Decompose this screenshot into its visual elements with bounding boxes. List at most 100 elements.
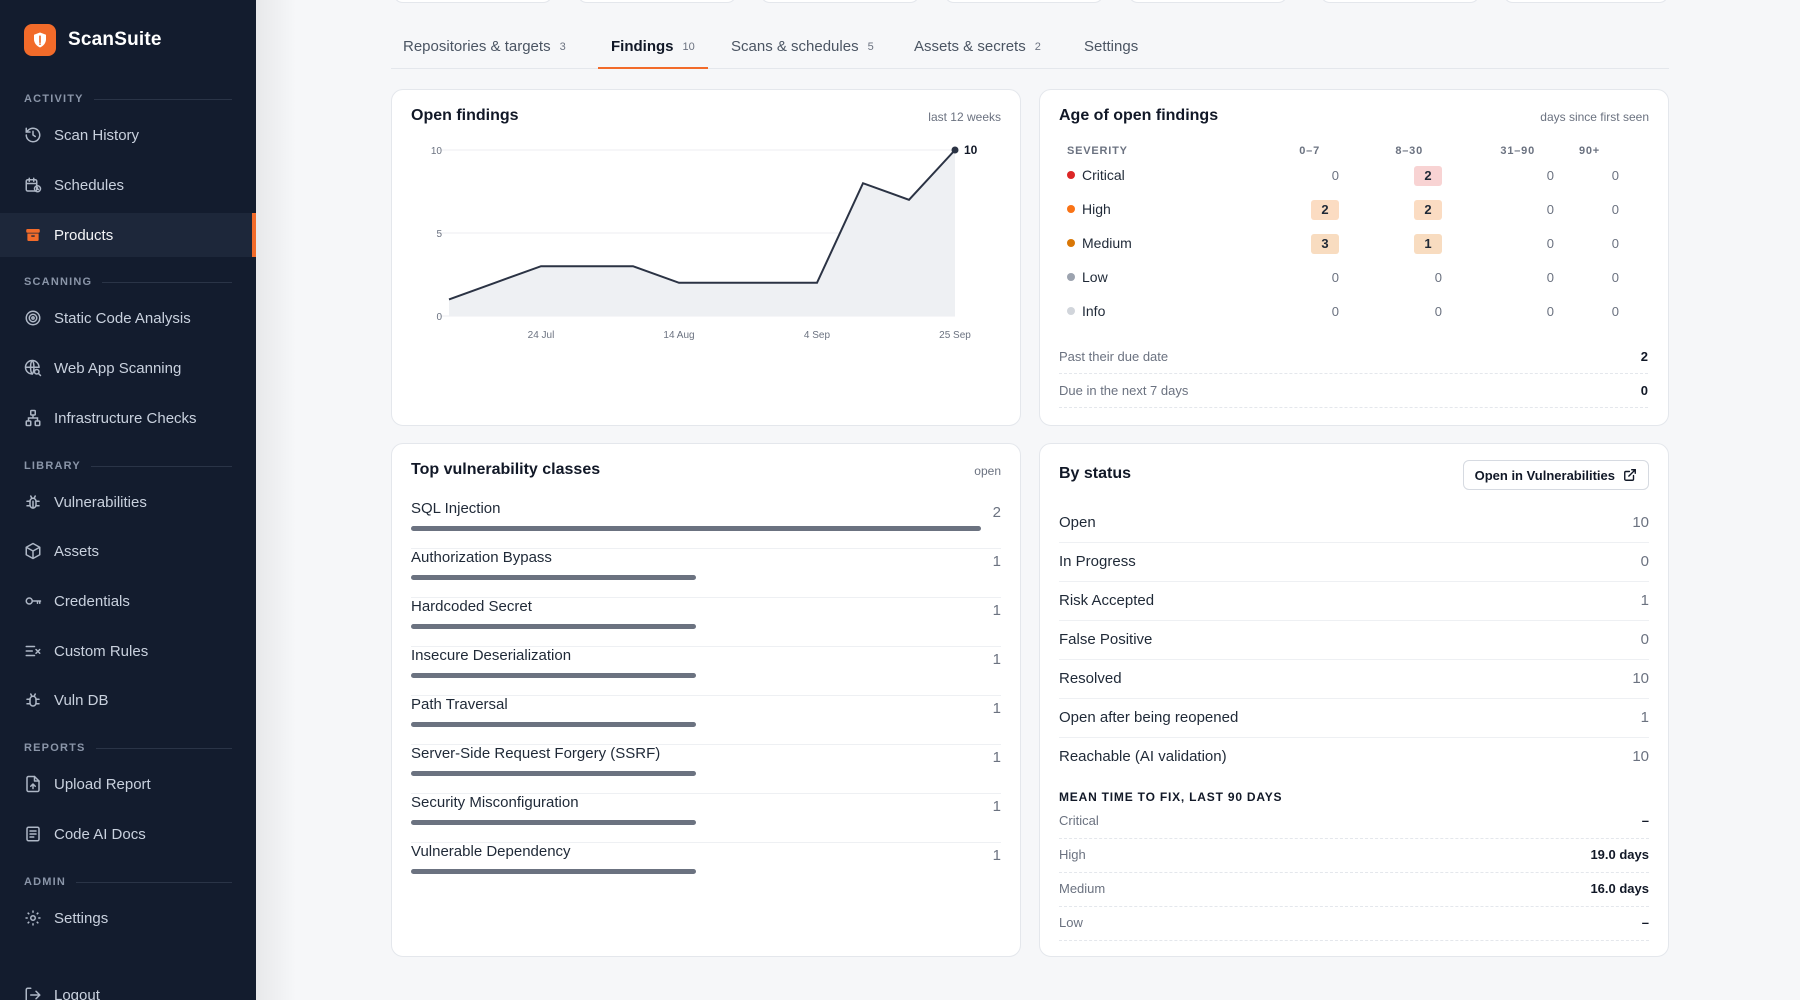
age-cell[interactable]: 0 xyxy=(1331,304,1339,319)
vuln-class-name: Insecure Deserialization xyxy=(411,647,572,664)
vuln-class-row[interactable]: Server-Side Request Forgery (SSRF) 1 xyxy=(411,745,1001,794)
sidebar-item-code-ai-docs[interactable]: Code AI Docs xyxy=(0,812,256,856)
age-cell[interactable]: 2 xyxy=(1414,200,1442,220)
vuln-class-row[interactable]: Path Traversal 1 xyxy=(411,696,1001,745)
status-row[interactable]: Open after being reopened 1 xyxy=(1059,699,1649,738)
sidebar-item-label: Infrastructure Checks xyxy=(54,409,197,427)
status-row[interactable]: Risk Accepted 1 xyxy=(1059,582,1649,621)
section-label-scanning: SCANNING xyxy=(24,276,232,288)
age-cell[interactable]: 0 xyxy=(1546,202,1554,217)
age-cell[interactable]: 0 xyxy=(1611,270,1619,285)
age-cell[interactable]: 0 xyxy=(1546,304,1554,319)
age-cell[interactable]: 3 xyxy=(1311,234,1339,254)
row-value: 2 xyxy=(1640,349,1648,364)
open-findings-chart: 0 5 10 24 Jul 14 Aug 4 Sep 25 Sep 10 xyxy=(431,143,978,341)
age-cell[interactable]: 0 xyxy=(1611,236,1619,251)
sidebar-item-upload-report[interactable]: Upload Report xyxy=(0,762,256,806)
age-row-medium: Medium 3 1 0 0 xyxy=(1059,228,1648,258)
summary-card[interactable] xyxy=(1128,0,1288,3)
age-row-info: Info 0 0 0 0 xyxy=(1059,296,1648,326)
sidebar-item-assets[interactable]: Assets xyxy=(0,529,256,573)
sidebar-item-infrastructure-checks[interactable]: Infrastructure Checks xyxy=(0,396,256,440)
summary-card[interactable] xyxy=(944,0,1104,3)
sidebar-item-label: Logout xyxy=(54,986,100,1000)
status-row[interactable]: False Positive 0 xyxy=(1059,621,1649,660)
sidebar-item-custom-rules[interactable]: Custom Rules xyxy=(0,629,256,673)
vuln-class-bar xyxy=(411,722,696,727)
age-cell[interactable]: 0 xyxy=(1331,168,1339,183)
vuln-class-row[interactable]: SQL Injection 2 xyxy=(411,500,1001,549)
summary-card[interactable] xyxy=(577,0,737,3)
age-cell[interactable]: 0 xyxy=(1546,168,1554,183)
file-upload-icon xyxy=(26,775,40,793)
vuln-class-row[interactable]: Vulnerable Dependency 1 xyxy=(411,843,1001,892)
mttf-severity: Low xyxy=(1059,915,1083,930)
summary-card[interactable] xyxy=(393,0,553,3)
severity-dot-icon xyxy=(1067,273,1075,281)
age-cell[interactable]: 0 xyxy=(1611,202,1619,217)
sidebar-item-label: Credentials xyxy=(54,592,130,610)
bug-icon xyxy=(26,693,40,707)
by-status-card: By status Open in Vulnerabilities Open 10… xyxy=(1039,443,1669,957)
status-row[interactable]: In Progress 0 xyxy=(1059,543,1649,582)
sidebar-item-logout[interactable]: Logout xyxy=(0,973,256,1000)
vuln-class-row[interactable]: Hardcoded Secret 1 xyxy=(411,598,1001,647)
age-cell[interactable]: 0 xyxy=(1331,270,1339,285)
age-cell[interactable]: 0 xyxy=(1611,304,1619,319)
mttf-row: High 19.0 days xyxy=(1059,839,1649,873)
age-cell[interactable]: 0 xyxy=(1434,270,1442,285)
age-cell[interactable]: 0 xyxy=(1546,236,1554,251)
brand[interactable]: ScanSuite xyxy=(24,24,162,56)
severity-dot-icon xyxy=(1067,307,1075,315)
sidebar-item-vulnerabilities[interactable]: Vulnerabilities xyxy=(0,480,256,524)
severity-label: Info xyxy=(1067,303,1105,319)
tab-settings[interactable]: Settings xyxy=(1084,34,1138,69)
severity-name: Medium xyxy=(1082,235,1132,251)
mttf-value: 16.0 days xyxy=(1590,881,1649,896)
x-tick-label: 4 Sep xyxy=(804,330,831,341)
age-cell[interactable]: 1 xyxy=(1414,234,1442,254)
vuln-class-row[interactable]: Security Misconfiguration 1 xyxy=(411,794,1001,843)
vuln-class-name: SQL Injection xyxy=(411,500,501,517)
sidebar-item-web-app-scanning[interactable]: Web App Scanning xyxy=(0,346,256,390)
severity-dot-icon xyxy=(1067,239,1075,247)
vuln-class-bar-track xyxy=(411,869,981,874)
open-in-vulnerabilities-button[interactable]: Open in Vulnerabilities xyxy=(1462,460,1649,490)
severity-name: Info xyxy=(1082,303,1106,319)
sidebar-item-credentials[interactable]: Credentials xyxy=(0,579,256,623)
network-icon xyxy=(25,409,41,427)
age-cell[interactable]: 0 xyxy=(1611,168,1619,183)
sidebar-item-products[interactable]: Products xyxy=(0,213,256,257)
y-tick-label: 10 xyxy=(431,146,443,157)
sidebar-item-schedules[interactable]: Schedules xyxy=(0,163,256,207)
sidebar-item-settings[interactable]: Settings xyxy=(0,896,256,940)
status-row[interactable]: Reachable (AI validation) 10 xyxy=(1059,738,1649,777)
summary-card[interactable] xyxy=(1503,0,1669,3)
sidebar-item-vuln-db[interactable]: Vuln DB xyxy=(0,678,256,722)
sidebar-item-scan-history[interactable]: Scan History xyxy=(0,113,256,157)
tab-scans-schedules[interactable]: Scans & schedules 5 xyxy=(731,34,874,69)
sidebar-item-label: Settings xyxy=(54,909,109,927)
tab-label: Findings xyxy=(611,38,674,55)
status-row[interactable]: Resolved 10 xyxy=(1059,660,1649,699)
vuln-class-row[interactable]: Insecure Deserialization 1 xyxy=(411,647,1001,696)
sidebar-item-static-code-analysis[interactable]: Static Code Analysis xyxy=(0,296,256,340)
summary-card[interactable] xyxy=(1320,0,1480,3)
age-cell[interactable]: 2 xyxy=(1311,200,1339,220)
vuln-class-bar-track xyxy=(411,575,981,580)
age-cell[interactable]: 0 xyxy=(1434,304,1442,319)
tab-repositories-targets[interactable]: Repositories & targets 3 xyxy=(403,34,566,69)
vuln-class-row[interactable]: Authorization Bypass 1 xyxy=(411,549,1001,598)
status-count: 10 xyxy=(1632,670,1649,687)
status-row[interactable]: Open 10 xyxy=(1059,504,1649,543)
age-cell[interactable]: 0 xyxy=(1546,270,1554,285)
tab-findings[interactable]: Findings 10 xyxy=(598,34,708,69)
sidebar-item-label: Upload Report xyxy=(54,775,151,793)
sidebar-item-label: Scan History xyxy=(54,126,140,144)
tab-label: Settings xyxy=(1084,38,1139,55)
tab-label: Repositories & targets xyxy=(403,38,551,55)
summary-card[interactable] xyxy=(760,0,920,3)
last-value-label: 10 xyxy=(964,143,978,157)
age-cell[interactable]: 2 xyxy=(1414,166,1442,186)
tab-assets-secrets[interactable]: Assets & secrets 2 xyxy=(914,34,1041,69)
